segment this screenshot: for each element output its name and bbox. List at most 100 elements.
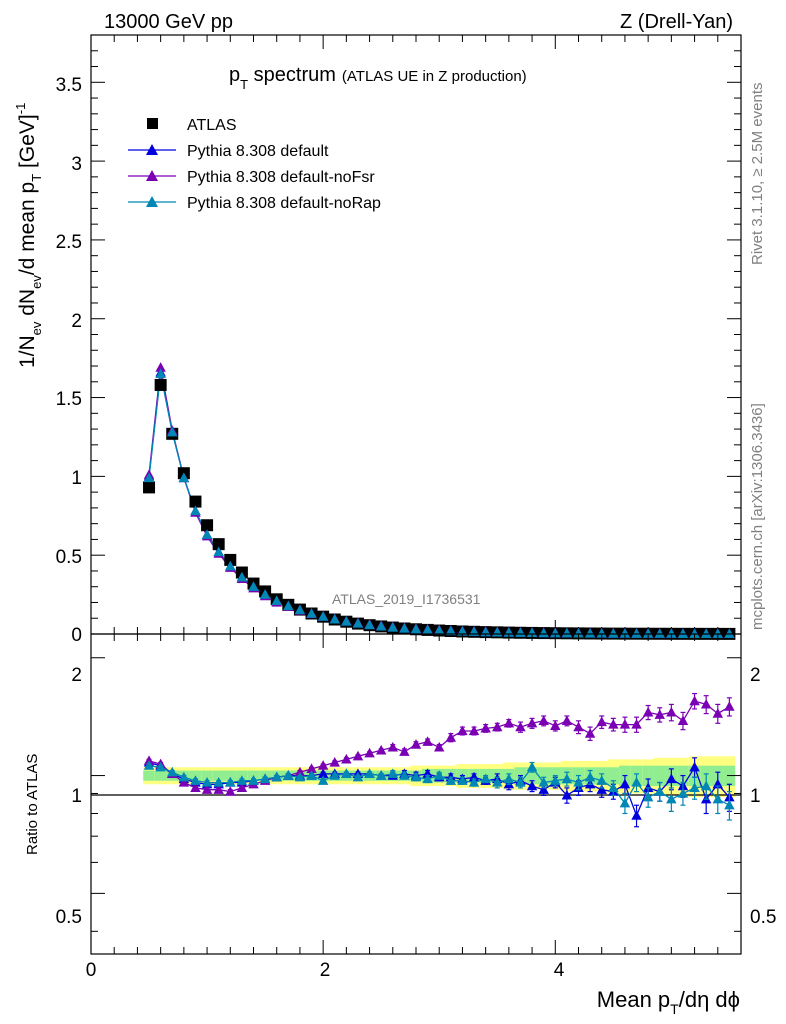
legend-marker-atlas	[147, 118, 158, 129]
mc-data-point	[642, 628, 654, 638]
ratio-data-point	[712, 793, 724, 804]
ratio-data-point	[608, 782, 619, 793]
analysis-watermark: ATLAS_2019_I1736531	[332, 591, 481, 607]
mc-data-point	[584, 627, 596, 638]
mc-data-point	[689, 628, 700, 638]
ratio-data-point	[526, 717, 538, 728]
main-y-tick-label: 3	[71, 154, 82, 175]
ratio-data-point	[213, 784, 224, 794]
ratio-data-point	[619, 778, 631, 789]
ratio-data-point	[387, 768, 399, 778]
mc-data-point	[619, 628, 631, 638]
ratio-plot-frame	[90, 633, 742, 955]
atlas-data-point	[201, 519, 214, 532]
rivet-label: Rivet 3.1.10, ≥ 2.5M events	[749, 83, 766, 266]
ratio-data-point	[259, 773, 271, 784]
ratio-data-point	[468, 777, 480, 787]
main-y-tick-labels: 0 0.5 1 1.5 2 2.5 3 3.5	[56, 75, 82, 646]
ratio-data-point	[724, 799, 735, 810]
ratio-data-point	[201, 784, 213, 794]
ratio-data-point	[666, 793, 677, 804]
ratio-data-point	[526, 780, 538, 791]
ratio-data-point	[283, 770, 294, 780]
ratio-data-point	[410, 739, 422, 749]
ratio-data-point	[422, 736, 433, 746]
legend-marker-norap	[146, 196, 158, 207]
ratio-data-point	[178, 771, 190, 782]
ratio-data-point	[410, 771, 422, 782]
ratio-band-inner-bin	[154, 770, 167, 781]
ratio-data-point	[445, 775, 457, 785]
mc-data-point	[654, 628, 665, 638]
ratio-data-point	[666, 706, 677, 717]
ratio-data-point	[492, 777, 503, 787]
ratio-data-point	[561, 789, 573, 800]
ratio-data-point	[445, 732, 457, 742]
atlas-data-point	[154, 378, 167, 391]
ratio-data-point	[433, 770, 445, 780]
ratio-data-point	[515, 777, 526, 787]
ratio-data-point	[375, 770, 387, 780]
mc-data-point	[538, 627, 549, 638]
ratio-data-point	[190, 782, 201, 793]
ratio-data-point	[248, 775, 259, 785]
ratio-y-tick-label-left: 2	[71, 665, 82, 686]
mc-data-point	[317, 611, 329, 621]
ratio-data-point	[631, 810, 642, 820]
mcplots-label: mcplots.cern.ch [arXiv:1306.3436]	[749, 403, 766, 630]
ratio-data-point	[317, 768, 329, 778]
main-y-axis-label: 1/Nev dNev/d mean pT [GeV]-1	[13, 103, 44, 368]
mc-data-point	[329, 613, 340, 624]
ratio-data-point	[503, 773, 515, 784]
ratio-panel	[90, 633, 742, 955]
ratio-data-point	[550, 720, 561, 730]
header-right: Z (Drell-Yan)	[620, 11, 733, 33]
ratio-data-point	[596, 716, 607, 727]
ratio-data-point	[584, 771, 596, 782]
ratio-data-point	[155, 761, 166, 772]
x-tick-label: 2	[320, 960, 331, 981]
ratio-data-point	[306, 770, 317, 780]
ratio-data-point	[468, 771, 480, 782]
ratio-y-tick-label-right: 2	[750, 665, 761, 686]
ratio-data-point	[573, 777, 584, 787]
legend-label-nofsr: Pythia 8.308 default-noFsr	[187, 169, 375, 186]
ratio-data-point	[457, 775, 468, 785]
ratio-y-axis-label: Ratio to ATLAS	[24, 754, 41, 855]
ratio-band-inner-bin	[537, 767, 550, 785]
ratio-data-point	[457, 725, 468, 736]
main-y-tick-label: 1	[71, 468, 82, 489]
mc-data-point	[526, 627, 538, 638]
legend-marker-nofsr	[146, 170, 158, 181]
main-y-tick-label: 0	[71, 625, 82, 646]
mc-data-point	[573, 627, 584, 638]
mc-data-point	[294, 604, 306, 615]
ratio-data-point	[294, 766, 306, 777]
legend: ATLAS Pythia 8.308 default Pythia 8.308 …	[128, 117, 381, 212]
mc-data-point	[410, 623, 422, 634]
ratio-data-point	[666, 773, 677, 784]
x-tick-label: 0	[86, 960, 97, 981]
x-tick-labels: 0 2 4	[86, 960, 565, 981]
ratio-data-point	[399, 746, 410, 756]
ratio-data-point	[352, 750, 364, 761]
ratio-data-point	[468, 725, 480, 736]
ratio-data-point	[480, 773, 491, 784]
mc-data-point	[190, 505, 201, 516]
ratio-y-tick-labels: 0.5 1 2 0.5 1 2	[56, 665, 777, 928]
ratio-data-point	[596, 775, 607, 785]
mc-data-point	[712, 628, 724, 638]
ratio-data-point	[225, 777, 236, 787]
ratio-data-point	[225, 786, 236, 796]
main-y-tick-label: 3.5	[56, 75, 82, 96]
main-y-tick-label: 2	[71, 311, 82, 332]
ratio-band-inner-bin	[224, 770, 237, 781]
ratio-data-point	[317, 760, 329, 770]
ratio-data-point	[236, 782, 248, 793]
ratio-data-point	[561, 715, 573, 725]
ratio-data-point	[143, 760, 155, 770]
ratio-data-point	[712, 778, 724, 789]
ratio-data-point	[538, 784, 549, 794]
ratio-data-point	[538, 777, 549, 787]
mc-data-point	[236, 571, 248, 582]
